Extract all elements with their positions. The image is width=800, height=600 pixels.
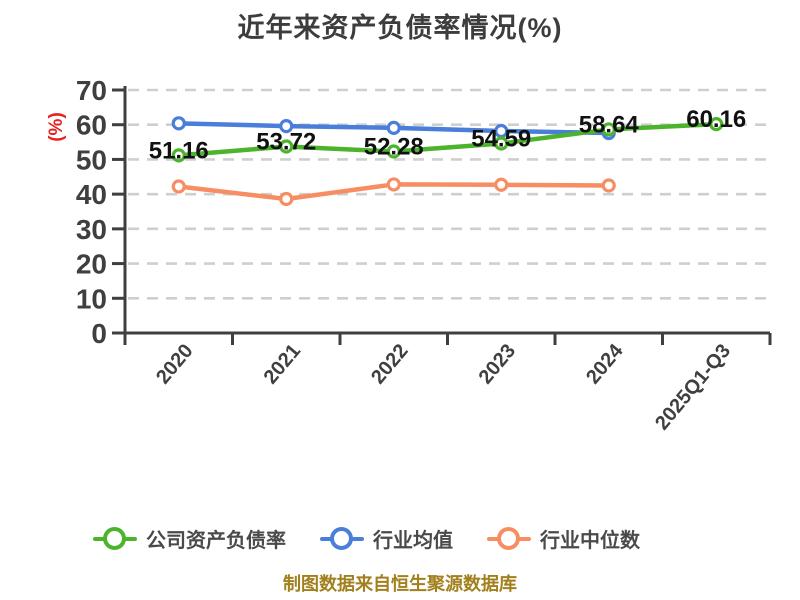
data-point-label: 54.59	[471, 125, 531, 152]
industry-median-point	[279, 191, 294, 207]
data-point-label: 58.64	[579, 111, 640, 138]
legend-item-industry-median: 行业中位数	[487, 524, 640, 553]
chart-title: 近年来资产负债率情况(%)	[237, 13, 563, 43]
industry-median-point	[494, 177, 509, 192]
y-tick-label: 0	[91, 318, 107, 349]
legend-marker-industry-median-icon	[487, 526, 531, 551]
y-tick-label: 30	[76, 214, 107, 245]
industry-median-point	[171, 179, 186, 194]
industry-average-point	[171, 116, 186, 131]
x-tick-label: 2020	[152, 340, 197, 388]
industry-average-point	[386, 120, 401, 135]
legend-item-company-debt-ratio: 公司资产负债率	[93, 524, 286, 553]
data-point-label: 51.16	[149, 137, 209, 164]
y-tick-label: 60	[76, 110, 107, 141]
data-point-label: 52.28	[364, 134, 424, 161]
legend-circle-industry-average	[330, 526, 353, 550]
industry-median-point	[601, 178, 616, 193]
legend-marker-company-icon	[93, 526, 137, 551]
x-axis-ticks: 2020 2021 2022 2023 2024 2025Q1-Q3	[123, 333, 772, 434]
legend-label-industry-median: 行业中位数	[540, 530, 640, 552]
y-tick-label: 70	[76, 75, 107, 106]
company-debt-ratio-point	[494, 136, 509, 151]
legend-circle-company	[103, 526, 126, 550]
industry-average-point	[279, 119, 294, 134]
company-debt-ratio-point	[279, 139, 294, 154]
legend-marker-industry-average-icon	[320, 526, 364, 551]
data-source-note: 制图数据来自恒生聚源数据库	[283, 574, 517, 594]
company-debt-ratio-point	[386, 144, 401, 159]
x-tick-label: 2023	[475, 340, 520, 388]
legend-circle-industry-median	[497, 526, 520, 550]
y-tick-label: 40	[76, 179, 107, 210]
data-point-label: 53.72	[256, 129, 316, 156]
legend-label-industry-average: 行业均值	[373, 530, 453, 552]
y-tick-label: 10	[76, 283, 107, 314]
gridlines	[128, 88, 773, 300]
legend-label-company: 公司资产负债率	[146, 530, 286, 552]
company-debt-ratio-series	[171, 117, 724, 163]
x-tick-label: 2022	[367, 340, 412, 388]
legend-item-industry-average: 行业均值	[320, 524, 453, 553]
x-tick-label: 2021	[260, 340, 305, 388]
company-debt-ratio-point	[601, 122, 616, 137]
chart-legend: 公司资产负债率 行业均值 行业中位数	[93, 524, 640, 553]
y-tick-label: 50	[76, 144, 107, 175]
company-debt-ratio-labels: 51.16 53.72 52.28 54.59 58.64 60.16	[149, 106, 747, 164]
company-debt-ratio-point	[171, 148, 186, 163]
industry-median-series	[171, 177, 616, 207]
x-tick-label: 2024	[582, 339, 628, 388]
x-tick-label: 2025Q1-Q3	[651, 340, 735, 434]
data-point-label: 60.16	[686, 106, 746, 133]
y-tick-label: 20	[76, 249, 107, 280]
industry-median-point	[386, 177, 401, 192]
company-debt-ratio-point	[709, 117, 724, 132]
